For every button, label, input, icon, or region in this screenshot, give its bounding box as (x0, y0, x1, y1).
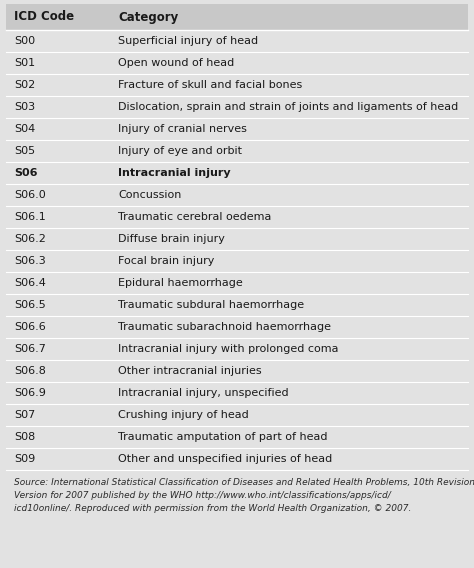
Text: S09: S09 (14, 454, 35, 464)
Text: Concussion: Concussion (118, 190, 182, 200)
Bar (6, 228, 468, 250)
Text: S03: S03 (14, 102, 35, 112)
Text: Dislocation, sprain and strain of joints and ligaments of head: Dislocation, sprain and strain of joints… (118, 102, 458, 112)
Text: Diffuse brain injury: Diffuse brain injury (118, 234, 225, 244)
Text: Crushing injury of head: Crushing injury of head (118, 410, 249, 420)
Text: S06: S06 (14, 168, 37, 178)
Text: Intracranial injury: Intracranial injury (118, 168, 231, 178)
Text: Superficial injury of head: Superficial injury of head (118, 36, 258, 46)
Text: S00: S00 (14, 36, 35, 46)
Bar (6, 448, 468, 470)
Text: S06.8: S06.8 (14, 366, 46, 376)
Bar (6, 294, 468, 316)
Text: S06.7: S06.7 (14, 344, 46, 354)
Text: Traumatic cerebral oedema: Traumatic cerebral oedema (118, 212, 272, 222)
Bar (6, 52, 468, 74)
Text: S05: S05 (14, 146, 35, 156)
Bar (6, 74, 468, 96)
Text: Focal brain injury: Focal brain injury (118, 256, 214, 266)
Bar (6, 140, 468, 162)
Text: Traumatic subarachnoid haemorrhage: Traumatic subarachnoid haemorrhage (118, 322, 331, 332)
Text: Source: International Statistical Classification of Diseases and Related Health : Source: International Statistical Classi… (14, 478, 474, 487)
Text: Intracranial injury, unspecified: Intracranial injury, unspecified (118, 388, 289, 398)
Bar (6, 184, 468, 206)
Text: Other and unspecified injuries of head: Other and unspecified injuries of head (118, 454, 332, 464)
Bar (6, 382, 468, 404)
Text: S06.4: S06.4 (14, 278, 46, 288)
Text: S01: S01 (14, 58, 35, 68)
Text: S06.0: S06.0 (14, 190, 46, 200)
Text: Traumatic amputation of part of head: Traumatic amputation of part of head (118, 432, 328, 442)
Bar (6, 272, 468, 294)
Text: Traumatic subdural haemorrhage: Traumatic subdural haemorrhage (118, 300, 304, 310)
Bar (6, 316, 468, 338)
Text: icd10online/. Reproduced with permission from the World Health Organization, © 2: icd10online/. Reproduced with permission… (14, 504, 411, 513)
Text: S06.9: S06.9 (14, 388, 46, 398)
Bar (6, 404, 468, 426)
Bar (6, 30, 468, 52)
Bar (6, 338, 468, 360)
Text: S06.6: S06.6 (14, 322, 46, 332)
Text: S08: S08 (14, 432, 35, 442)
Text: Injury of cranial nerves: Injury of cranial nerves (118, 124, 247, 134)
Text: S06.2: S06.2 (14, 234, 46, 244)
Text: S06.3: S06.3 (14, 256, 46, 266)
Text: Epidural haemorrhage: Epidural haemorrhage (118, 278, 243, 288)
Bar (6, 4, 468, 30)
Bar (6, 162, 468, 184)
Bar (6, 426, 468, 448)
Text: Other intracranial injuries: Other intracranial injuries (118, 366, 262, 376)
Text: Injury of eye and orbit: Injury of eye and orbit (118, 146, 242, 156)
Text: ICD Code: ICD Code (14, 10, 74, 23)
Text: Version for 2007 published by the WHO http://www.who.int/classifications/apps/ic: Version for 2007 published by the WHO ht… (14, 491, 391, 500)
Text: S04: S04 (14, 124, 35, 134)
Bar (6, 250, 468, 272)
Text: Open wound of head: Open wound of head (118, 58, 234, 68)
Bar (6, 206, 468, 228)
Text: S07: S07 (14, 410, 35, 420)
Bar (6, 360, 468, 382)
Bar (6, 118, 468, 140)
Text: Category: Category (118, 10, 178, 23)
Text: Intracranial injury with prolonged coma: Intracranial injury with prolonged coma (118, 344, 338, 354)
Text: Fracture of skull and facial bones: Fracture of skull and facial bones (118, 80, 302, 90)
Text: S02: S02 (14, 80, 35, 90)
Bar (6, 96, 468, 118)
Text: S06.5: S06.5 (14, 300, 46, 310)
Text: S06.1: S06.1 (14, 212, 46, 222)
